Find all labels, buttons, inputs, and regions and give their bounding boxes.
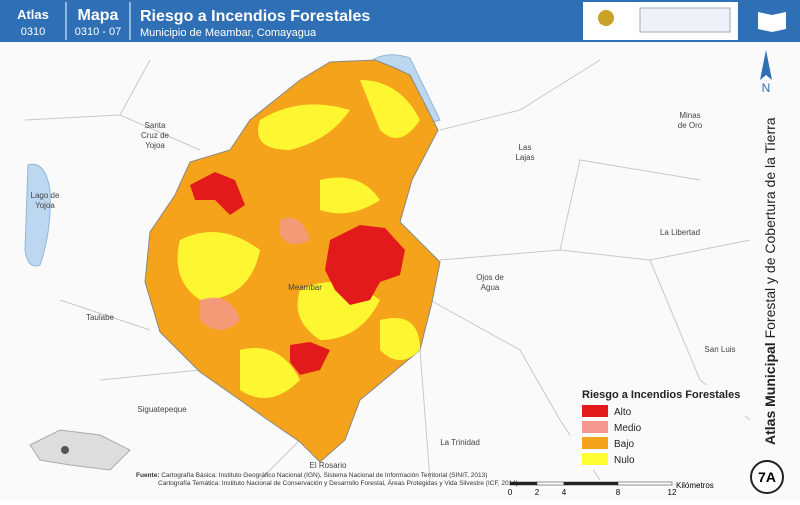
- atlas-label: Atlas: [17, 7, 49, 22]
- place-label-line: Minas: [679, 111, 700, 120]
- place-label: Las Lajas: [515, 143, 534, 162]
- scale-tick: 0: [508, 488, 513, 497]
- scale-unit: Kilómetros: [676, 481, 714, 490]
- place-label-line: Las: [519, 143, 532, 152]
- place-label-line: Yojoa: [35, 201, 55, 210]
- municipality: [144, 59, 441, 463]
- legend-label: Nulo: [614, 455, 635, 466]
- atlas-code: 0310: [21, 26, 45, 38]
- place-label: Taulabe: [86, 313, 115, 322]
- legend-swatch: [582, 405, 608, 417]
- place-label: Lago de Yojoa: [31, 191, 60, 210]
- source-label: Fuente: Cartografía Básica: Instituto Ge…: [136, 472, 487, 479]
- place-label: El Rosario: [310, 461, 347, 470]
- place-label-line: San Luis: [704, 345, 735, 354]
- locator-map: [29, 429, 131, 471]
- legend: Alto Medio Bajo Nulo: [582, 405, 642, 466]
- place-label-line: Yojoa: [145, 141, 165, 150]
- map-code: 0310 - 07: [75, 26, 121, 38]
- legend-swatch: [582, 421, 608, 433]
- lake: [24, 163, 51, 267]
- legend-title: Riesgo a Incendios Forestales: [582, 389, 740, 401]
- locator-mark: [61, 446, 69, 454]
- place-label-line: El Rosario: [310, 461, 347, 470]
- scale-tick: 12: [668, 488, 677, 497]
- legend-swatch: [582, 453, 608, 465]
- north-label: N: [762, 81, 771, 95]
- source-line: Cartografía Temática: Instituto Nacional…: [158, 478, 518, 487]
- place-label-line: Lajas: [515, 153, 534, 162]
- place-label: Siguatepeque: [137, 405, 187, 414]
- source-label: Fuente:: [136, 472, 159, 479]
- legend-swatch: [582, 437, 608, 449]
- place-label: Meambar: [288, 283, 322, 292]
- badge-label: 7A: [758, 469, 776, 485]
- scale-segment: [536, 481, 565, 486]
- nulo-areas: [177, 80, 420, 398]
- place-label-line: La Libertad: [660, 228, 700, 237]
- place-label-line: Agua: [481, 283, 500, 292]
- scale-segment: [563, 481, 619, 486]
- title: Riesgo a Incendios Forestales: [140, 8, 370, 25]
- legend-label: Bajo: [614, 439, 634, 450]
- place-label-line: Cruz de: [141, 131, 170, 140]
- legend-label: Alto: [614, 407, 632, 418]
- vertical-title: Atlas Municipal Forestal y de Cobertura …: [762, 117, 778, 445]
- place-label: San Luis: [704, 345, 735, 354]
- map-label: Mapa: [78, 7, 119, 24]
- place-label-line: Siguatepeque: [137, 405, 187, 414]
- place-label: La Trinidad: [440, 438, 480, 447]
- subtitle: Municipio de Meambar, Comayagua: [140, 27, 317, 39]
- alto-areas: [190, 172, 405, 375]
- place-label-line: Meambar: [288, 283, 322, 292]
- legend-label: Medio: [614, 423, 642, 434]
- place-label-line: Santa: [145, 121, 166, 130]
- badge: [750, 460, 784, 494]
- scale-tick: 8: [616, 488, 621, 497]
- place-label: La Libertad: [660, 228, 700, 237]
- logo: [639, 7, 731, 33]
- place-label-line: de Oro: [678, 121, 703, 130]
- logo: [598, 10, 614, 26]
- boundaries: [24, 59, 751, 481]
- north-arrow: [760, 50, 772, 80]
- scale-segment: [509, 481, 538, 486]
- book-icon: [758, 12, 786, 32]
- place-label-line: Lago de: [31, 191, 60, 200]
- vertical-title-bold: Atlas Municipal: [762, 342, 778, 445]
- place-label-line: Ojos de: [476, 273, 504, 282]
- scale-tick: 4: [562, 488, 567, 497]
- vertical-title-rest: Forestal y de Cobertura de la Tierra: [762, 117, 778, 338]
- place-label-line: La Trinidad: [440, 438, 480, 447]
- place-label: Santa Cruz de Yojoa: [141, 121, 170, 150]
- scale-tick: 2: [535, 488, 540, 497]
- place-label: Minas de Oro: [678, 111, 703, 130]
- medio-areas: [200, 217, 310, 330]
- source-line: Cartografía Básica: Instituto Geográfico…: [161, 472, 487, 479]
- place-label: Ojos de Agua: [476, 273, 504, 292]
- scale-segment: [617, 481, 673, 486]
- place-label-line: Taulabe: [86, 313, 115, 322]
